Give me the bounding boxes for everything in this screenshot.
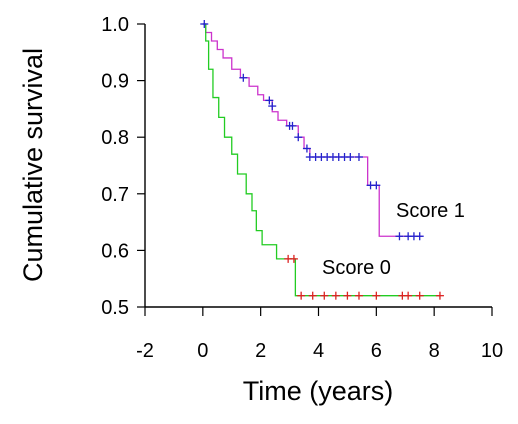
censor-mark xyxy=(372,181,381,190)
censor-mark xyxy=(346,153,355,162)
series-label-score-1: Score 1 xyxy=(396,200,465,222)
y-tick-label: 0.6 xyxy=(101,240,129,262)
censor-mark xyxy=(200,20,209,28)
x-ticks: -2 0 2 4 6 8 10 xyxy=(136,307,503,362)
x-tick-label: 10 xyxy=(481,340,503,362)
censor-mark xyxy=(435,291,444,300)
censor-mark xyxy=(395,232,404,241)
censor-mark xyxy=(415,232,424,241)
censor-marks xyxy=(200,20,444,300)
y-tick-label: 0.8 xyxy=(101,127,129,149)
censor-mark xyxy=(302,144,311,153)
y-ticks: 0.5 0.6 0.7 0.8 0.9 1.0 xyxy=(101,14,145,319)
x-tick-label: -2 xyxy=(136,340,154,362)
censor-mark xyxy=(343,291,352,300)
y-axis-title: Cumulative survival xyxy=(18,48,48,282)
y-tick-label: 0.9 xyxy=(101,71,129,93)
censor-mark xyxy=(320,291,329,300)
x-tick-label: 4 xyxy=(313,340,324,362)
censor-mark xyxy=(354,153,363,162)
censor-mark xyxy=(288,121,297,130)
censor-mark xyxy=(294,133,303,142)
censor-mark xyxy=(239,73,248,82)
censor-mark xyxy=(297,291,306,300)
censor-mark xyxy=(415,291,424,300)
x-tick-label: 2 xyxy=(255,340,266,362)
series-lines xyxy=(202,23,440,297)
censor-mark xyxy=(308,291,317,300)
y-tick-label: 0.7 xyxy=(101,184,129,206)
y-tick-label: 1.0 xyxy=(101,14,129,36)
x-tick-label: 0 xyxy=(197,340,208,362)
x-tick-label: 8 xyxy=(429,340,440,362)
censor-mark xyxy=(354,291,363,300)
censor-mark xyxy=(404,291,413,300)
series-label-score-0: Score 0 xyxy=(322,257,391,279)
axes xyxy=(144,24,492,308)
censor-mark xyxy=(265,96,274,105)
series-line-0 xyxy=(202,23,423,237)
censor-mark xyxy=(289,254,298,263)
x-axis-title: Time (years) xyxy=(243,376,394,406)
censor-mark xyxy=(372,291,381,300)
series-line-1 xyxy=(202,23,440,297)
censor-mark xyxy=(331,291,340,300)
y-tick-label: 0.5 xyxy=(101,297,129,319)
censor-mark xyxy=(268,102,277,111)
x-tick-label: 6 xyxy=(371,340,382,362)
